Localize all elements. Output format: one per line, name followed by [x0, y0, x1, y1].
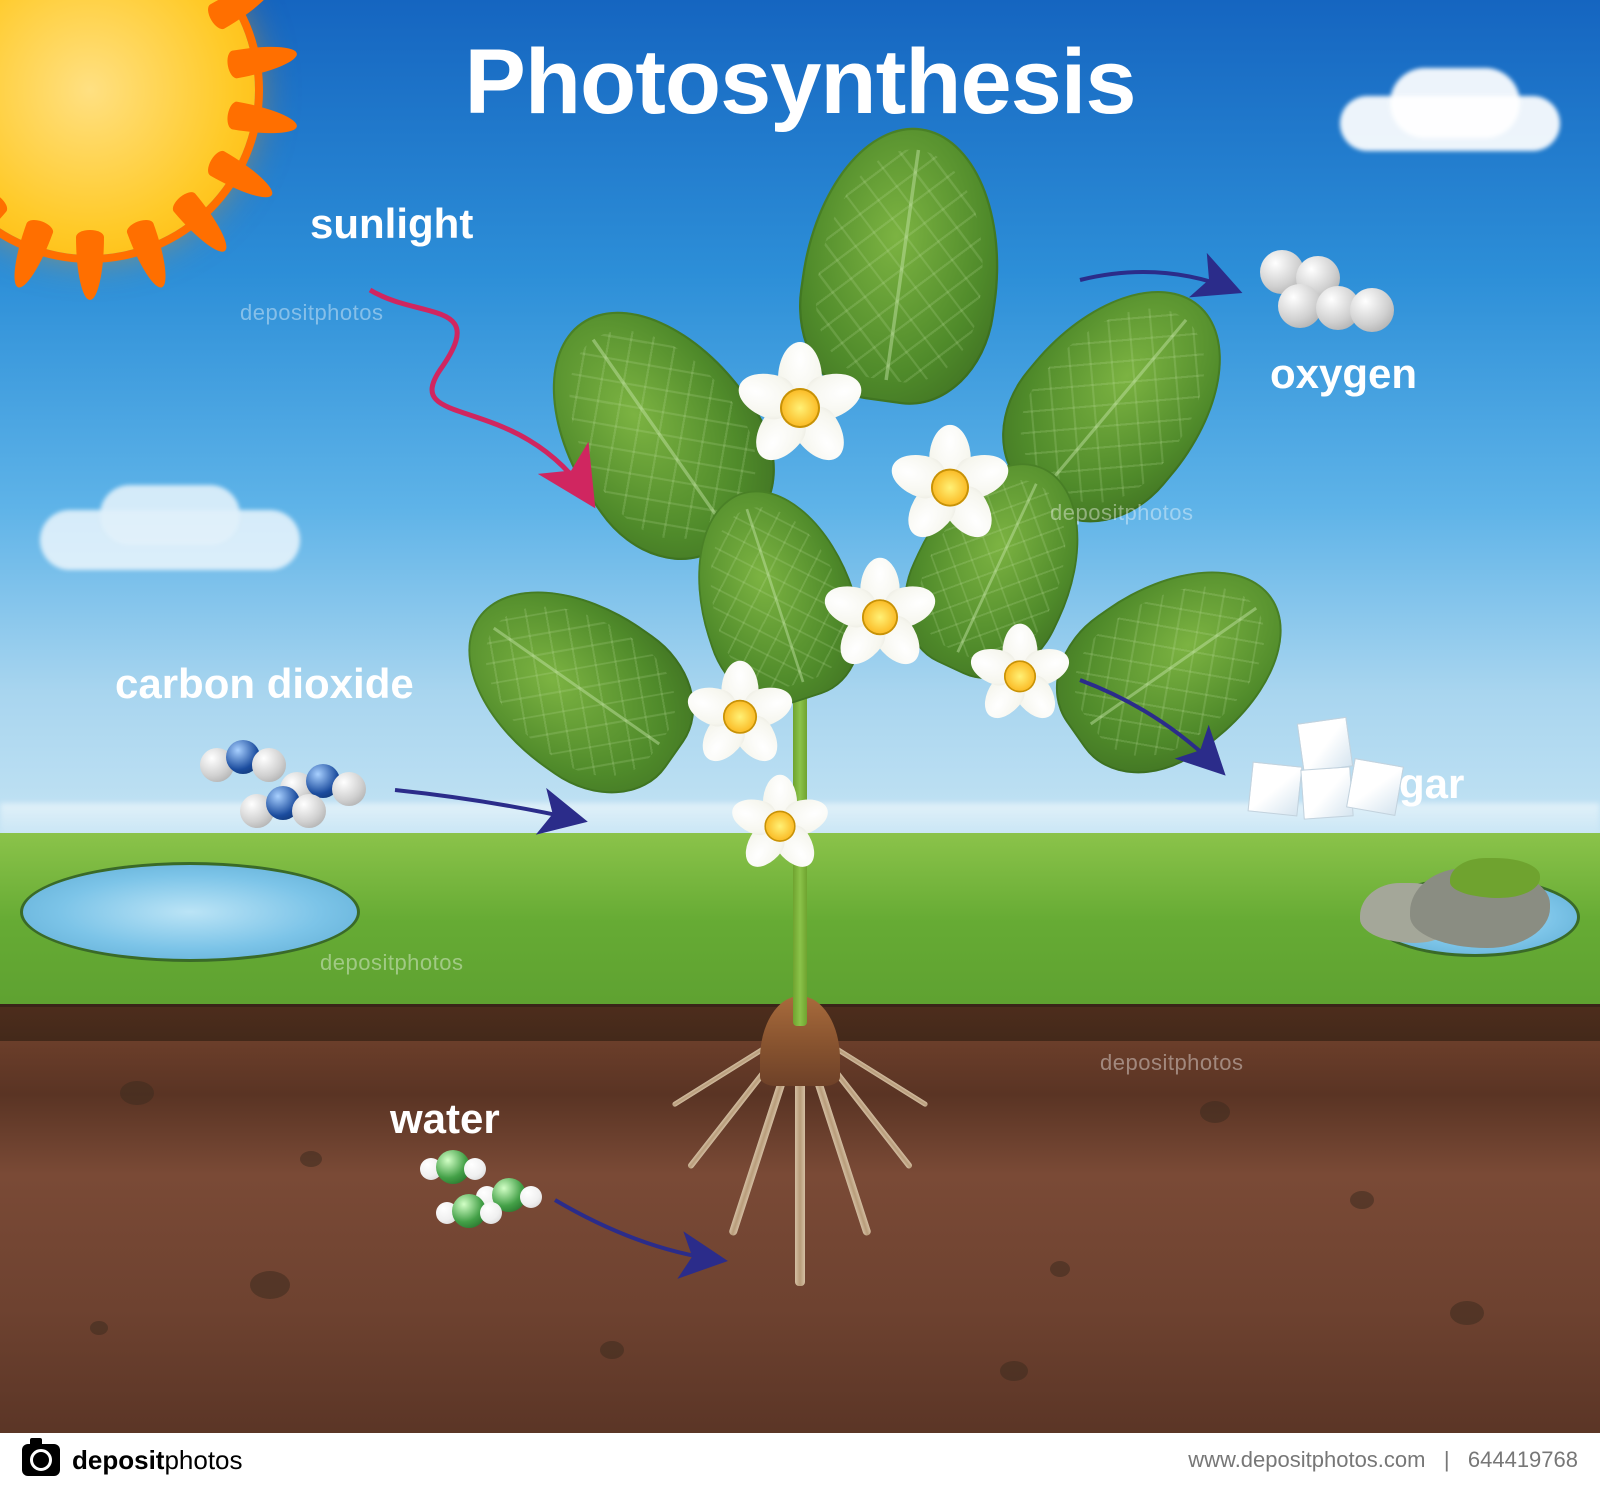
camera-icon [22, 1444, 60, 1476]
flower-center [780, 388, 820, 428]
flower-center [931, 469, 969, 507]
cloud-icon [40, 510, 300, 570]
sugar-cube-icon [1248, 762, 1303, 817]
flower-center [764, 811, 795, 842]
flower-center [1004, 660, 1036, 692]
diagram-title: Photosynthesis [464, 30, 1135, 135]
watermark-image-id: 644419768 [1468, 1447, 1578, 1472]
sugar-cube-icon [1300, 766, 1353, 819]
atom-icon [520, 1186, 542, 1208]
brand-suffix: photos [164, 1445, 242, 1475]
pond-icon [20, 862, 360, 962]
flower-center [723, 700, 757, 734]
flower-icon [972, 622, 1068, 718]
atom-icon [252, 748, 286, 782]
sugar-cubes-icon [1240, 720, 1410, 830]
photosynthesis-diagram: Photosynthesis sunlight carbon dioxide w… [0, 0, 1600, 1487]
sugar-cube-icon [1346, 758, 1404, 816]
sun-flame [204, 148, 279, 207]
watermark-meta: www.depositphotos.com | 644419768 [1188, 1447, 1578, 1473]
watermark-bar: depositphotos www.depositphotos.com | 64… [0, 1433, 1600, 1487]
moss-icon [1450, 858, 1540, 898]
rock-cluster-icon [1350, 848, 1560, 948]
sun-flame [76, 230, 104, 300]
sun-core [0, 0, 255, 255]
atom-icon [332, 772, 366, 806]
soil-spot [1050, 1261, 1070, 1277]
soil-spot [1350, 1191, 1374, 1209]
watermark-url: www.depositphotos.com [1188, 1447, 1425, 1472]
sugar-cube-icon [1297, 717, 1353, 773]
soil-spot [1200, 1101, 1230, 1123]
flower-icon [733, 773, 827, 867]
soil-spot [1450, 1301, 1484, 1325]
label-carbon-dioxide: carbon dioxide [115, 660, 414, 708]
flower-icon [893, 423, 1007, 537]
flower-icon [740, 340, 860, 460]
soil-spot [250, 1271, 290, 1299]
watermark-brand-text: depositphotos [72, 1445, 243, 1476]
soil-spot [90, 1321, 108, 1335]
sun-icon [0, 0, 300, 300]
atom-icon [292, 794, 326, 828]
soil-spot [300, 1151, 322, 1167]
atom-icon [480, 1202, 502, 1224]
flower-center [862, 599, 898, 635]
soil-spot [1000, 1361, 1028, 1381]
label-water: water [390, 1095, 500, 1143]
label-oxygen: oxygen [1270, 350, 1417, 398]
cloud-icon [1340, 96, 1560, 151]
soil-spot [120, 1081, 154, 1105]
atom-icon [1350, 288, 1394, 332]
flower-icon [826, 556, 934, 664]
flower-icon [689, 659, 791, 761]
watermark-overlay: depositphotos [1050, 500, 1194, 526]
atom-icon [464, 1158, 486, 1180]
watermark-brand: depositphotos [22, 1444, 243, 1476]
watermark-overlay: depositphotos [240, 300, 384, 326]
watermark-overlay: depositphotos [1100, 1050, 1244, 1076]
watermark-overlay: depositphotos [320, 950, 464, 976]
label-sunlight: sunlight [310, 200, 473, 248]
brand-prefix: deposit [72, 1445, 164, 1475]
